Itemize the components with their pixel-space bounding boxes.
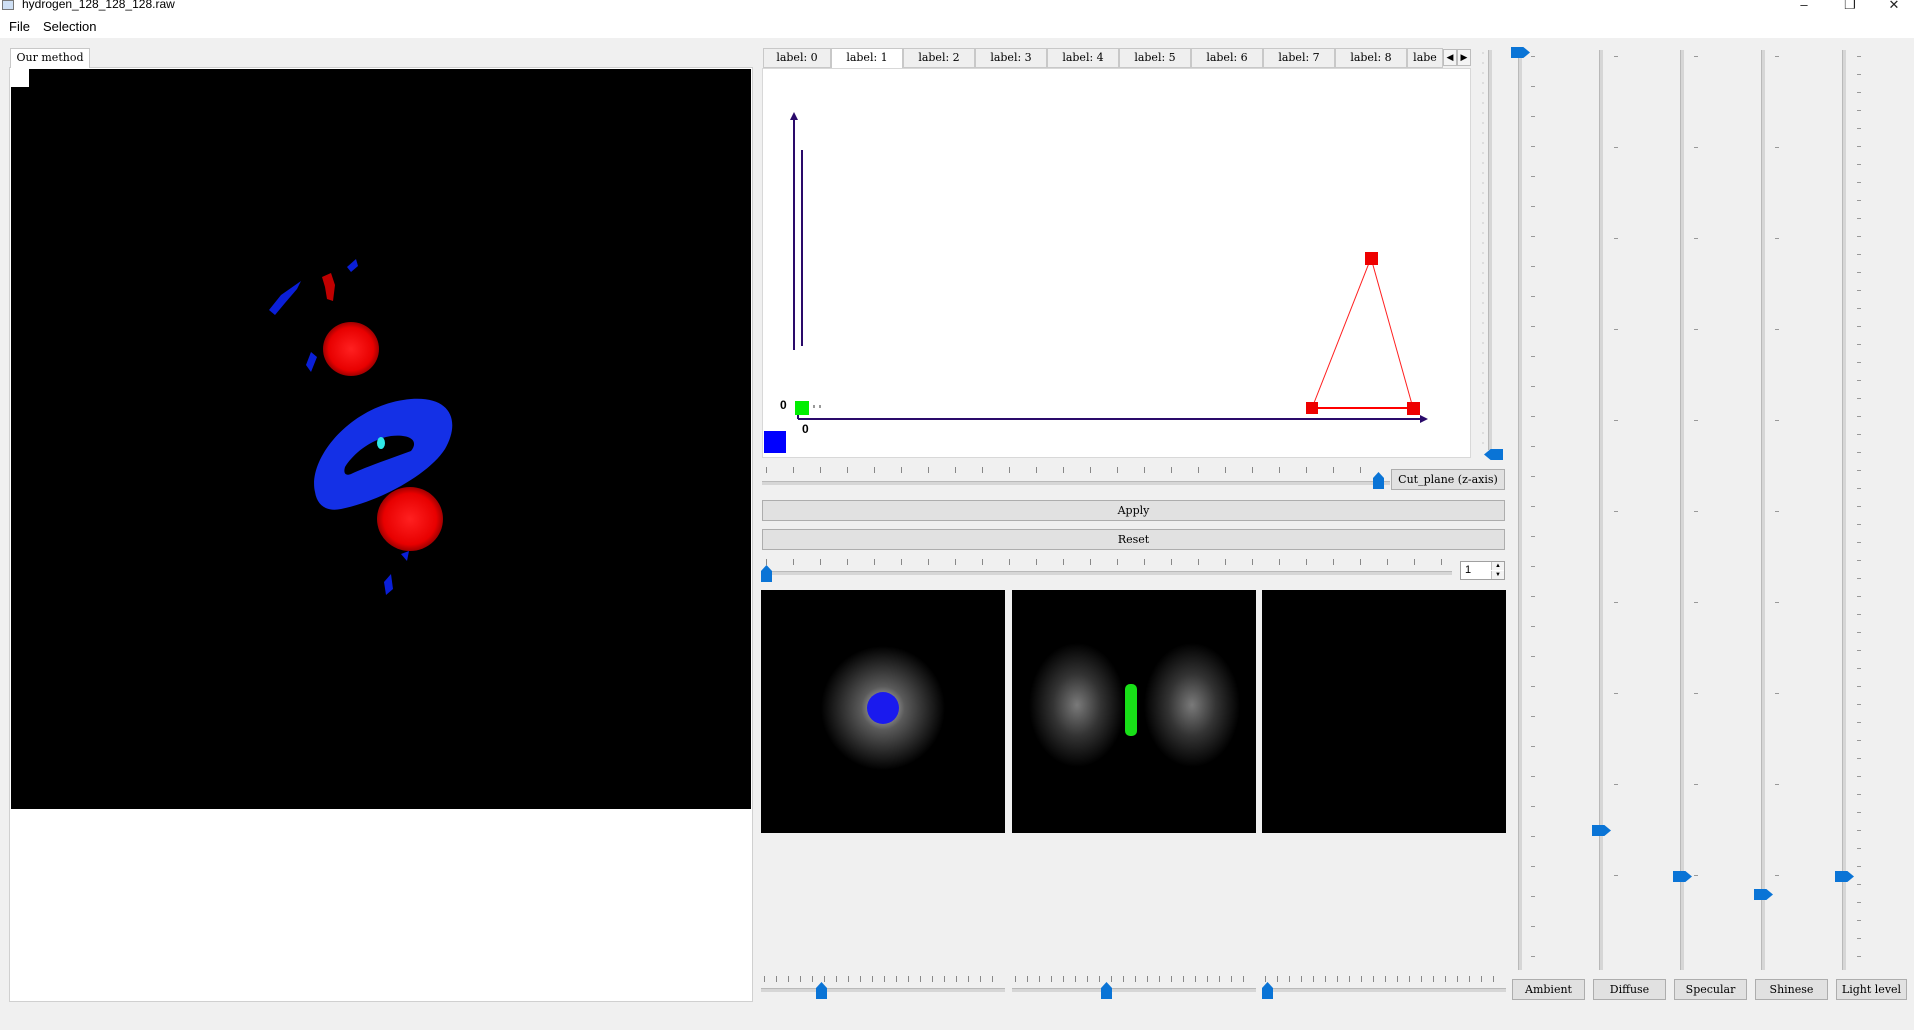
tab-label-9[interactable]: labe (1407, 48, 1443, 68)
coronal-slider-ticks (1015, 976, 1255, 982)
restore-button[interactable]: ❐ (1844, 0, 1856, 12)
cut-plane-ticks (766, 467, 1372, 473)
cut-plane-button[interactable]: Cut_plane (z-axis) (1391, 469, 1505, 490)
blue-torus (314, 398, 453, 510)
tab-label-5[interactable]: label: 5 (1119, 48, 1191, 68)
tab-label-4[interactable]: label: 4 (1047, 48, 1119, 68)
menu-selection[interactable]: Selection (43, 19, 97, 34)
tab-label-7[interactable]: label: 7 (1263, 48, 1335, 68)
specular-slider-thumb[interactable] (1673, 871, 1692, 882)
y-origin-label: 0 (780, 398, 787, 412)
menu-file[interactable]: File (9, 19, 30, 34)
slice-slider-ticks (766, 559, 1450, 565)
lower-red-lobe (377, 487, 443, 551)
cut-plane-slider-thumb[interactable] (1373, 472, 1384, 489)
window-title: hydrogen_128_128_128.raw (22, 0, 175, 11)
coronal-slider-track[interactable] (1012, 988, 1256, 992)
upper-red-lobe (323, 322, 379, 376)
tab-label-1[interactable]: label: 1 (831, 48, 903, 68)
tab-label-6[interactable]: label: 6 (1191, 48, 1263, 68)
volume-render-view[interactable] (11, 69, 751, 809)
light-level-slider-ticks (1857, 56, 1861, 966)
sagittal-slider-thumb[interactable] (1262, 982, 1273, 999)
control-point-green[interactable] (795, 401, 809, 415)
slice-view-sagittal[interactable] (1262, 590, 1506, 833)
apply-button[interactable]: Apply (762, 500, 1505, 521)
specular-slider-ticks (1694, 56, 1698, 966)
slice-view-coronal[interactable] (1012, 590, 1256, 833)
render-corner-marker (11, 69, 29, 87)
transfer-function-plot (764, 112, 1428, 453)
blue-fragment-icon (269, 281, 301, 315)
shinese-slider-ticks (1775, 56, 1779, 966)
title-bar (0, 0, 1914, 14)
blue-fragment-icon (347, 259, 358, 272)
tab-label-2[interactable]: label: 2 (903, 48, 975, 68)
diffuse-slider-thumb[interactable] (1592, 825, 1611, 836)
transfer-function-editor[interactable] (762, 68, 1471, 458)
tab-label-0[interactable]: label: 0 (763, 48, 831, 68)
specular-slider-track[interactable] (1680, 50, 1684, 970)
slice-blob-blue (867, 692, 899, 724)
slice-slider-thumb[interactable] (761, 565, 772, 582)
ambient-slider-thumb[interactable] (1511, 47, 1530, 58)
ambient-slider-ticks (1531, 56, 1535, 966)
slice-spinbox[interactable]: 1 ▲ ▼ (1460, 561, 1505, 580)
specular-button[interactable]: Specular (1674, 979, 1747, 1000)
sagittal-slider-track[interactable] (1262, 988, 1506, 992)
menu-bar (0, 14, 1914, 38)
axial-slider-track[interactable] (761, 988, 1005, 992)
tf-vertical-slider-thumb[interactable] (1484, 449, 1503, 460)
diffuse-button[interactable]: Diffuse (1593, 979, 1666, 1000)
blue-fragment-icon (384, 574, 393, 595)
opacity-peak-line (1311, 256, 1414, 409)
light-level-slider-thumb[interactable] (1835, 871, 1854, 882)
slice-blob-green (1125, 684, 1137, 736)
shinese-slider-track[interactable] (1761, 50, 1765, 970)
y-axis-arrow (790, 112, 798, 120)
light-level-slider-track[interactable] (1842, 50, 1846, 970)
slice-spinbox-value: 1 (1465, 564, 1472, 576)
label-tab-bar: label: 0 label: 1 label: 2 label: 3 labe… (763, 48, 1443, 68)
tf-vertical-ticks (1482, 52, 1484, 448)
slice-slider-track[interactable] (762, 571, 1452, 575)
diffuse-slider-track[interactable] (1599, 50, 1603, 970)
volume-render (269, 259, 453, 595)
tab-label-8[interactable]: label: 8 (1335, 48, 1407, 68)
cut-plane-slider-track[interactable] (762, 481, 1390, 485)
tab-our-method[interactable]: Our method (10, 48, 90, 68)
x-axis-arrow (1420, 415, 1428, 423)
coronal-slider-thumb[interactable] (1101, 982, 1112, 999)
close-button[interactable]: ✕ (1888, 0, 1900, 12)
ambient-slider-track[interactable] (1518, 50, 1522, 970)
reset-button[interactable]: Reset (762, 529, 1505, 550)
tab-scroll-left-button[interactable]: ◀ (1443, 49, 1457, 66)
red-fragment-icon (322, 273, 335, 301)
minimize-button[interactable]: – (1800, 0, 1808, 12)
blue-fragment-icon (401, 551, 409, 561)
axial-slider-thumb[interactable] (816, 982, 827, 999)
slice-view-axial[interactable] (761, 590, 1005, 833)
sagittal-slider-ticks (1265, 976, 1505, 982)
axial-slider-ticks (764, 976, 1004, 982)
diffuse-slider-ticks (1614, 56, 1618, 966)
light-level-button[interactable]: Light level (1836, 979, 1907, 1000)
tf-vertical-slider-track[interactable] (1488, 50, 1492, 450)
spin-up-icon[interactable]: ▲ (1491, 562, 1504, 570)
tab-label-3[interactable]: label: 3 (975, 48, 1047, 68)
cyan-core (377, 437, 385, 449)
shinese-button[interactable]: Shinese (1755, 979, 1828, 1000)
blue-fragment-icon (306, 352, 317, 372)
tab-scroll-right-button[interactable]: ▶ (1457, 49, 1471, 66)
app-icon (2, 0, 14, 10)
spin-down-icon[interactable]: ▼ (1491, 571, 1504, 579)
color-swatch[interactable] (764, 431, 786, 453)
control-point-peak[interactable] (1365, 252, 1378, 265)
control-point-end[interactable] (1407, 402, 1420, 415)
shinese-slider-thumb[interactable] (1754, 889, 1773, 900)
ambient-button[interactable]: Ambient (1512, 979, 1585, 1000)
control-point-red[interactable] (1306, 402, 1318, 414)
x-origin-label: 0 (802, 422, 809, 436)
